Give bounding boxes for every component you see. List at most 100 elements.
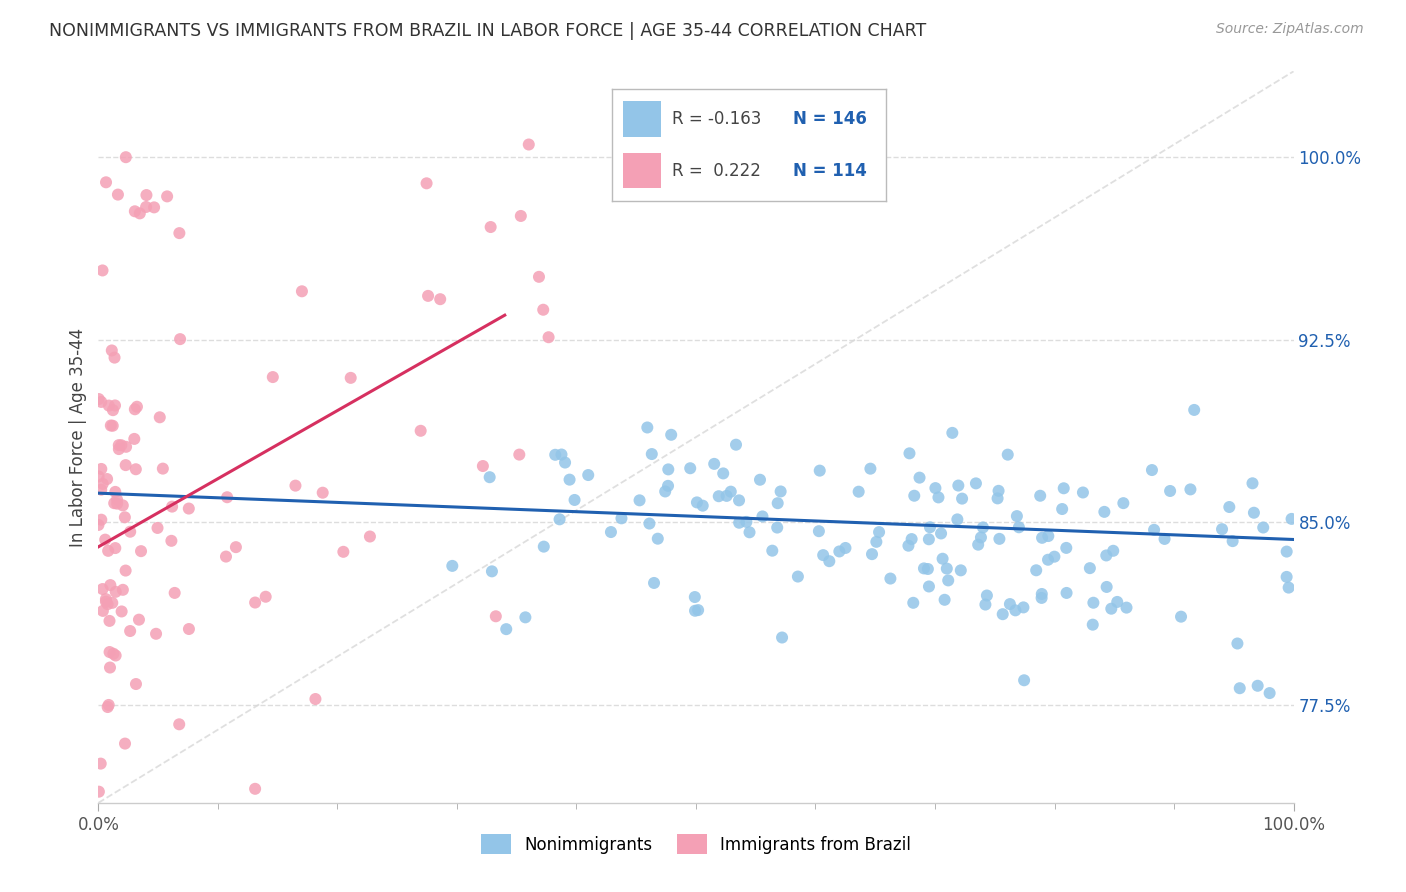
Immigrants from Brazil (115, 440, 138, 454)
Nonimmigrants (950, 491, 973, 506)
Immigrants from Brazil (111, 499, 134, 513)
Nonimmigrants (1102, 543, 1125, 558)
Nonimmigrants (934, 592, 956, 607)
Nonimmigrants (1143, 523, 1166, 537)
Nonimmigrants (564, 492, 586, 507)
Nonimmigrants (1182, 403, 1205, 417)
Immigrants from Brazil (97, 698, 120, 712)
Immigrants from Brazil (87, 469, 110, 483)
Nonimmigrants (970, 531, 993, 545)
Nonimmigrants (1095, 549, 1118, 563)
Nonimmigrants (1054, 541, 1077, 555)
Immigrants from Brazil (332, 545, 354, 559)
Nonimmigrants (1083, 596, 1105, 610)
Nonimmigrants (1241, 476, 1264, 491)
Nonimmigrants (766, 496, 789, 510)
Immigrants from Brazil (103, 496, 125, 510)
Immigrants from Brazil (169, 226, 191, 240)
Nonimmigrants (865, 534, 887, 549)
Nonimmigrants (941, 425, 963, 440)
Nonimmigrants (1099, 601, 1122, 615)
Immigrants from Brazil (304, 692, 326, 706)
Nonimmigrants (544, 448, 567, 462)
Nonimmigrants (683, 590, 706, 604)
Nonimmigrants (868, 525, 890, 540)
Nonimmigrants (550, 448, 572, 462)
Nonimmigrants (1170, 609, 1192, 624)
Nonimmigrants (1115, 600, 1137, 615)
Nonimmigrants (751, 509, 773, 524)
Nonimmigrants (908, 470, 931, 484)
Nonimmigrants (1107, 595, 1129, 609)
Immigrants from Brazil (129, 544, 152, 558)
Immigrants from Brazil (101, 343, 124, 358)
Immigrants from Brazil (107, 187, 129, 202)
Nonimmigrants (987, 483, 1010, 498)
Immigrants from Brazil (98, 660, 121, 674)
Nonimmigrants (738, 525, 761, 540)
Nonimmigrants (929, 526, 952, 541)
Nonimmigrants (610, 511, 633, 525)
Nonimmigrants (1050, 502, 1073, 516)
Nonimmigrants (1218, 500, 1240, 514)
Immigrants from Brazil (508, 448, 530, 462)
Immigrants from Brazil (195, 845, 218, 859)
Nonimmigrants (576, 468, 599, 483)
Immigrants from Brazil (104, 484, 127, 499)
Immigrants from Brazil (416, 289, 439, 303)
Immigrants from Brazil (527, 269, 550, 284)
Immigrants from Brazil (145, 627, 167, 641)
Immigrants from Brazil (217, 490, 239, 504)
Immigrants from Brazil (114, 458, 136, 472)
Immigrants from Brazil (215, 549, 238, 564)
Immigrants from Brazil (97, 399, 120, 413)
Nonimmigrants (936, 574, 959, 588)
Immigrants from Brazil (108, 442, 131, 456)
Immigrants from Brazil (160, 500, 183, 514)
Immigrants from Brazil (94, 592, 117, 607)
Nonimmigrants (1159, 483, 1181, 498)
Immigrants from Brazil (105, 492, 128, 507)
Nonimmigrants (728, 493, 751, 508)
Nonimmigrants (1012, 673, 1035, 688)
Immigrants from Brazil (104, 541, 127, 555)
Nonimmigrants (769, 484, 792, 499)
Nonimmigrants (1043, 549, 1066, 564)
Immigrants from Brazil (87, 392, 110, 406)
Nonimmigrants (716, 489, 738, 503)
Nonimmigrants (811, 548, 834, 562)
Nonimmigrants (1056, 586, 1078, 600)
Nonimmigrants (834, 541, 856, 555)
Nonimmigrants (1153, 532, 1175, 546)
Nonimmigrants (638, 516, 661, 531)
Nonimmigrants (976, 589, 998, 603)
Immigrants from Brazil (90, 756, 112, 771)
Nonimmigrants (948, 478, 970, 492)
Immigrants from Brazil (98, 614, 121, 628)
Nonimmigrants (707, 489, 730, 503)
Nonimmigrants (1005, 509, 1028, 524)
Nonimmigrants (1038, 529, 1060, 543)
Nonimmigrants (997, 448, 1019, 462)
Immigrants from Brazil (125, 677, 148, 691)
Immigrants from Brazil (163, 586, 186, 600)
Nonimmigrants (558, 473, 581, 487)
Immigrants from Brazil (152, 461, 174, 475)
Immigrants from Brazil (167, 717, 190, 731)
Bar (623, 153, 661, 188)
Immigrants from Brazil (243, 781, 266, 796)
Nonimmigrants (711, 467, 734, 481)
Immigrants from Brazil (177, 622, 200, 636)
Nonimmigrants (900, 532, 922, 546)
Immigrants from Brazil (517, 137, 540, 152)
Nonimmigrants (728, 516, 751, 530)
Nonimmigrants (808, 464, 831, 478)
Nonimmigrants (972, 520, 994, 534)
Nonimmigrants (1275, 544, 1298, 558)
Immigrants from Brazil (101, 596, 124, 610)
Immigrants from Brazil (87, 517, 110, 532)
Immigrants from Brazil (94, 595, 117, 609)
Nonimmigrants (1112, 496, 1135, 510)
Immigrants from Brazil (156, 189, 179, 203)
Immigrants from Brazil (124, 204, 146, 219)
